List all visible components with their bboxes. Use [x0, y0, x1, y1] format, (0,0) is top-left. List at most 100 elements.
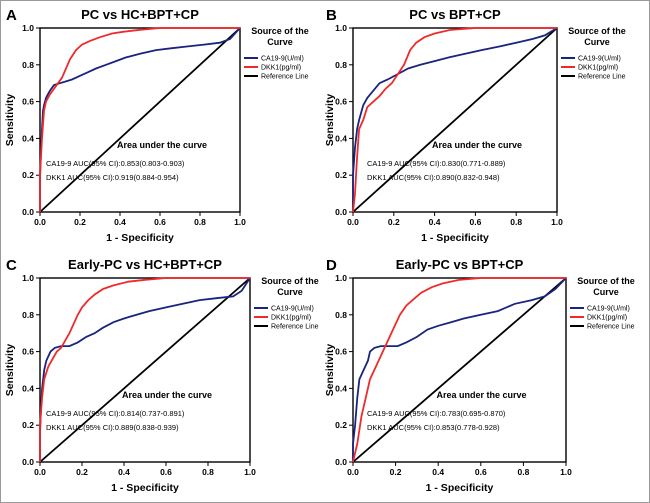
y-tick-label: 0.8: [22, 310, 34, 320]
y-tick-label: 0.6: [22, 97, 34, 107]
y-axis-label: Sensitivity: [4, 344, 16, 397]
ca19-9-roc-curve: [352, 27, 558, 212]
x-tick-label: 0.4: [114, 217, 126, 227]
x-tick-label: 0.4: [118, 467, 130, 477]
x-tick-label: 0.0: [347, 467, 359, 477]
auc-heading: Area under the curve: [436, 390, 526, 400]
legend-title: Source of the: [261, 276, 319, 286]
legend-title: Source of the: [568, 26, 626, 36]
chart-title: Early-PC vs BPT+CP: [396, 257, 524, 272]
panel-label: B: [326, 7, 337, 24]
x-tick-label: 0.0: [34, 467, 46, 477]
x-tick-label: 0.6: [154, 217, 166, 227]
y-tick-label: 0.6: [22, 347, 34, 357]
dkk1-roc-curve: [39, 277, 250, 462]
x-tick-label: 1.0: [244, 467, 256, 477]
auc-line: CA19-9 AUC(95% CI):0.783(0.695-0.870): [367, 409, 506, 418]
legend-entry: DKK1(pg/ml): [271, 315, 311, 322]
legend-entry: DKK1(pg/ml): [261, 65, 301, 72]
chart-title: PC vs BPT+CP: [409, 7, 501, 22]
legend-entry: DKK1(pg/ml): [587, 315, 627, 322]
auc-heading: Area under the curve: [122, 390, 212, 400]
x-tick-label: 0.8: [510, 217, 522, 227]
legend-title-line2: Curve: [267, 37, 293, 47]
reference-line: [39, 277, 251, 463]
legend-entry: CA19-9(U/ml): [261, 56, 304, 63]
ca19-9-roc-curve: [39, 277, 251, 462]
x-tick-label: 0.8: [202, 467, 214, 477]
x-tick-label: 0.6: [475, 467, 487, 477]
panel-label: A: [6, 7, 17, 24]
legend-title: Source of the: [251, 26, 309, 36]
y-tick-label: 0.8: [335, 310, 347, 320]
x-tick-label: 0.2: [74, 217, 86, 227]
legend-entry: CA19-9(U/ml): [587, 306, 630, 313]
dkk1-roc-curve: [39, 27, 240, 212]
y-tick-label: 0.0: [22, 457, 34, 467]
y-tick-label: 0.2: [22, 170, 34, 180]
y-tick-label: 0.0: [22, 207, 34, 217]
plot-frame: [352, 277, 567, 463]
reference-line: [352, 277, 567, 463]
x-tick-label: 0.2: [76, 467, 88, 477]
x-axis-label: 1 - Specificity: [421, 232, 489, 244]
legend-entry: Reference Line: [587, 324, 635, 331]
reference-line: [39, 27, 241, 213]
x-tick-label: 0.8: [194, 217, 206, 227]
auc-heading: Area under the curve: [432, 140, 522, 150]
ca19-9-roc-curve: [352, 277, 567, 462]
legend-title-line2: Curve: [593, 287, 619, 297]
auc-line: DKK1 AUC(95% CI):0.919(0.884-0.954): [46, 173, 179, 182]
y-axis-label: Sensitivity: [324, 344, 336, 397]
x-tick-label: 1.0: [560, 467, 572, 477]
dkk1-roc-curve: [352, 277, 566, 463]
x-tick-label: 1.0: [551, 217, 563, 227]
y-axis-label: Sensitivity: [324, 94, 336, 147]
auc-line: CA19-9 AUC(95% CI):0.814(0.737-0.891): [46, 409, 185, 418]
y-tick-label: 0.8: [335, 60, 347, 70]
panel-label: C: [6, 257, 17, 274]
y-tick-label: 0.0: [335, 457, 347, 467]
x-tick-label: 0.6: [469, 217, 481, 227]
y-tick-label: 0.2: [335, 420, 347, 430]
auc-heading: Area under the curve: [117, 140, 207, 150]
y-tick-label: 0.6: [335, 97, 347, 107]
reference-line: [352, 27, 558, 213]
y-tick-label: 0.8: [22, 60, 34, 70]
roc-panel-c: C Early-PC vs HC+BPT+CP 0.0 0.2 0.4 0.6 0.8 1.0…: [4, 257, 319, 494]
x-axis-label: 1 - Specificity: [111, 482, 179, 494]
plot-frame: [39, 277, 251, 463]
x-tick-label: 1.0: [234, 217, 246, 227]
x-axis-label: 1 - Specificity: [426, 482, 494, 494]
legend-entry: DKK1(pg/ml): [578, 65, 618, 72]
x-tick-label: 0.8: [517, 467, 529, 477]
chart-title: PC vs HC+BPT+CP: [81, 7, 199, 22]
x-tick-label: 0.4: [429, 217, 441, 227]
ca19-9-roc-curve: [39, 27, 241, 212]
auc-line: CA19-9 AUC(95% CI):0.853(0.803-0.903): [46, 159, 185, 168]
x-axis-label: 1 - Specificity: [106, 232, 174, 244]
auc-line: DKK1 AUC(95% CI):0.890(0.832-0.948): [367, 173, 500, 182]
y-tick-label: 0.0: [335, 207, 347, 217]
x-tick-label: 0.2: [390, 467, 402, 477]
x-tick-label: 0.2: [388, 217, 400, 227]
dkk1-roc-curve: [352, 27, 557, 213]
panel-label: D: [326, 257, 337, 274]
y-axis-label: Sensitivity: [4, 94, 16, 147]
y-tick-label: 1.0: [22, 23, 34, 33]
legend-title: Source of the: [577, 276, 635, 286]
auc-line: CA19-9 AUC(95% CI):0.830(0.771-0.889): [367, 159, 506, 168]
legend-entry: CA19-9(U/ml): [578, 56, 621, 63]
y-tick-label: 0.4: [335, 133, 347, 143]
roc-panel-a: A PC vs HC+BPT+CP 0.0 0.2 0.4 0.6 0.8 1.0 0.0 0.2…: [4, 7, 309, 244]
plot-frame: [352, 27, 558, 213]
roc-panel-b: B PC vs BPT+CP 0.0 0.2 0.4 0.6 0.8 1.0 0.0 0.2 0.4…: [324, 7, 626, 244]
auc-line: DKK1 AUC(95% CI):0.853(0.778-0.928): [367, 423, 500, 432]
legend-entry: Reference Line: [261, 74, 309, 81]
chart-title: Early-PC vs HC+BPT+CP: [68, 257, 222, 272]
legend-entry: Reference Line: [271, 324, 319, 331]
x-tick-label: 0.4: [432, 467, 444, 477]
y-tick-label: 1.0: [335, 273, 347, 283]
auc-line: DKK1 AUC(95% CI):0.889(0.838-0.939): [46, 423, 179, 432]
y-tick-label: 1.0: [22, 273, 34, 283]
